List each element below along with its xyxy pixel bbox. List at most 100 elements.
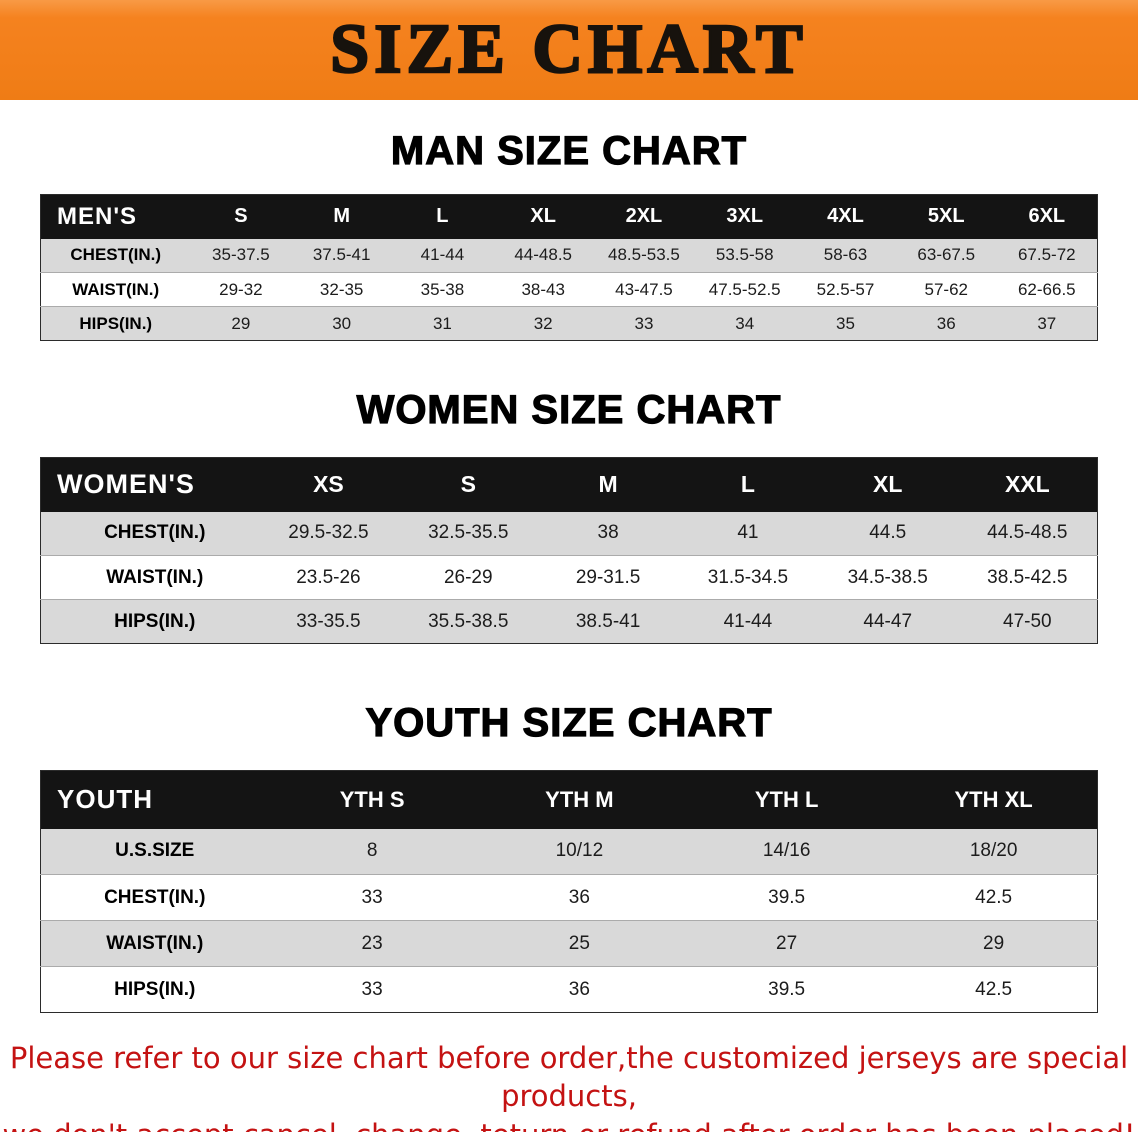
value-cell: 39.5 [683,874,891,921]
table-header-row: YOUTH YTH S YTH M YTH L YTH XL [40,770,1098,829]
value-cell: 38.5-41 [538,599,678,644]
size-header-cell: 5XL [895,194,997,239]
value-cell: 44-47 [817,599,958,644]
table-row: HIPS(IN.) 33 36 39.5 42.5 [40,966,1098,1013]
value-cell: 42.5 [890,874,1098,921]
value-cell: 35 [795,306,896,341]
table-row: CHEST(IN.) 35-37.5 37.5-41 41-44 44-48.5 48.5… [40,238,1098,273]
row-label-cell: CHEST(IN.) [40,511,259,556]
size-header-cell: YTH XL [890,770,1098,829]
value-cell: 42.5 [890,966,1098,1013]
value-cell: 63-67.5 [895,238,997,273]
value-cell: 38.5-42.5 [957,555,1098,600]
table-header-row: WOMEN'S XS S M L XL XXL [40,457,1098,512]
disclaimer-line-2: we don't accept cancel, change, teturn o… [0,1116,1138,1132]
value-cell: 58-63 [795,238,896,273]
table-row: WAIST(IN.) 23.5-26 26-29 29-31.5 31.5-34.5 34… [40,555,1098,600]
value-cell: 53.5-58 [694,238,796,273]
value-cell: 57-62 [895,272,997,307]
value-cell: 23 [268,920,476,967]
row-label-cell: HIPS(IN.) [40,966,269,1013]
size-header-cell: 4XL [795,194,896,239]
size-header-cell: L [677,457,818,512]
size-header-cell: YTH S [268,770,476,829]
men-size-table: MEN'S S M L XL 2XL 3XL 4XL 5XL 6XL CHEST(IN.) 35-37… [40,194,1098,341]
table-row: WAIST(IN.) 29-32 32-35 35-38 38-43 43-47.5 47.… [40,272,1098,307]
size-header-cell: M [538,457,678,512]
table-title-cell: MEN'S [40,194,191,239]
value-cell: 25 [475,920,683,967]
table-row: CHEST(IN.) 29.5-32.5 32.5-35.5 38 41 44.5 44.5… [40,511,1098,556]
value-cell: 32 [492,306,594,341]
value-cell: 10/12 [475,828,683,875]
youth-size-table: YOUTH YTH S YTH M YTH L YTH XL U.S.SIZE 8 10/12… [40,770,1098,1013]
value-cell: 41-44 [392,238,493,273]
value-cell: 38 [538,511,678,556]
table-title-cell: YOUTH [40,770,269,829]
value-cell: 36 [475,966,683,1013]
value-cell: 48.5-53.5 [593,238,695,273]
value-cell: 47-50 [957,599,1098,644]
value-cell: 32.5-35.5 [398,511,539,556]
table-row: WAIST(IN.) 23 25 27 29 [40,920,1098,967]
table-header-row: MEN'S S M L XL 2XL 3XL 4XL 5XL 6XL [40,194,1098,239]
size-header-cell: S [398,457,539,512]
value-cell: 36 [895,306,997,341]
banner-title: SIZE CHART [329,10,808,90]
value-cell: 26-29 [398,555,539,600]
value-cell: 35-38 [392,272,493,307]
row-label-cell: WAIST(IN.) [40,555,259,600]
table-row: HIPS(IN.) 33-35.5 35.5-38.5 38.5-41 41-44 44-… [40,599,1098,644]
value-cell: 41 [677,511,818,556]
value-cell: 52.5-57 [795,272,896,307]
size-header-cell: XXL [957,457,1098,512]
value-cell: 31.5-34.5 [677,555,818,600]
size-header-cell: 2XL [593,194,695,239]
value-cell: 35.5-38.5 [398,599,539,644]
size-header-cell: L [392,194,493,239]
value-cell: 32-35 [291,272,393,307]
women-size-table: WOMEN'S XS S M L XL XXL CHEST(IN.) 29.5-32.5 32.5… [40,457,1098,644]
size-header-cell: YTH L [683,770,891,829]
value-cell: 30 [291,306,393,341]
value-cell: 29.5-32.5 [258,511,399,556]
value-cell: 34 [694,306,796,341]
disclaimer-line-1: Please refer to our size chart before or… [9,1041,1129,1114]
value-cell: 37 [996,306,1098,341]
women-section-heading: WOMEN SIZE CHART [356,387,782,432]
row-label-cell: CHEST(IN.) [40,238,191,273]
value-cell: 39.5 [683,966,891,1013]
value-cell: 31 [392,306,493,341]
value-cell: 44.5 [817,511,958,556]
value-cell: 29 [190,306,292,341]
value-cell: 47.5-52.5 [694,272,796,307]
value-cell: 8 [268,828,476,875]
table-row: HIPS(IN.) 29 30 31 32 33 34 35 36 37 [40,306,1098,341]
size-header-cell: 3XL [694,194,796,239]
value-cell: 44.5-48.5 [957,511,1098,556]
value-cell: 27 [683,920,891,967]
value-cell: 14/16 [683,828,891,875]
size-header-cell: S [190,194,292,239]
table-title-cell: WOMEN'S [40,457,259,512]
value-cell: 41-44 [677,599,818,644]
value-cell: 62-66.5 [996,272,1098,307]
value-cell: 33-35.5 [258,599,399,644]
value-cell: 43-47.5 [593,272,695,307]
value-cell: 37.5-41 [291,238,393,273]
size-header-cell: XL [492,194,594,239]
row-label-cell: U.S.SIZE [40,828,269,875]
youth-section: YOUTH SIZE CHART YOUTH YTH S YTH M YTH L YTH… [0,700,1138,1013]
value-cell: 23.5-26 [258,555,399,600]
row-label-cell: HIPS(IN.) [40,599,259,644]
disclaimer: Please refer to our size chart before or… [0,1039,1138,1132]
value-cell: 35-37.5 [190,238,292,273]
value-cell: 38-43 [492,272,594,307]
table-row: U.S.SIZE 8 10/12 14/16 18/20 [40,828,1098,875]
value-cell: 33 [593,306,695,341]
size-header-cell: M [291,194,393,239]
size-header-cell: XS [258,457,399,512]
row-label-cell: CHEST(IN.) [40,874,269,921]
men-section-heading: MAN SIZE CHART [390,128,748,173]
table-row: CHEST(IN.) 33 36 39.5 42.5 [40,874,1098,921]
